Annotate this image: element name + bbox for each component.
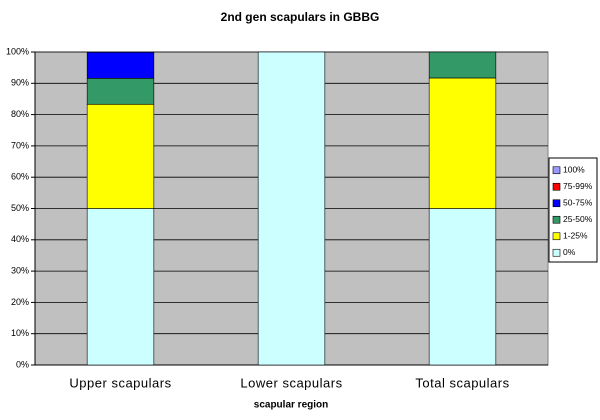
- y-tick-label: 30%: [11, 265, 29, 275]
- legend-box: [548, 157, 598, 263]
- bar-segment: [428, 208, 497, 366]
- y-tick-label: 10%: [11, 328, 29, 338]
- legend-label: 100%: [563, 165, 585, 175]
- legend-swatch: [552, 199, 561, 208]
- y-tick-label: 0%: [16, 359, 29, 369]
- x-tick-label: Lower scapulars: [240, 375, 342, 390]
- legend-label: 75-99%: [563, 181, 593, 191]
- bar-segment: [86, 103, 155, 209]
- bar-segment: [257, 51, 326, 366]
- x-axis-title: scapular region: [254, 400, 328, 411]
- y-tick-label: 100%: [6, 46, 29, 56]
- bar-segment: [428, 77, 497, 209]
- x-tick-label: Upper scapulars: [69, 375, 171, 390]
- y-tick-label: 40%: [11, 234, 29, 244]
- bar-segment: [86, 208, 155, 366]
- legend-swatch: [552, 166, 561, 175]
- bar-segment: [86, 77, 155, 105]
- y-tick-label: 70%: [11, 140, 29, 150]
- bar-segment: [428, 51, 497, 79]
- legend-label: 25-50%: [563, 214, 593, 224]
- y-tick-label: 80%: [11, 109, 29, 119]
- x-tick-label: Total scapulars: [415, 375, 509, 390]
- chart-title: 2nd gen scapulars in GBBG: [221, 10, 380, 24]
- y-tick-label: 20%: [11, 297, 29, 307]
- legend-label: 1-25%: [563, 231, 588, 241]
- legend-swatch: [552, 248, 561, 257]
- y-tick-label: 50%: [11, 203, 29, 213]
- y-tick-label: 60%: [11, 172, 29, 182]
- legend-swatch: [552, 182, 561, 191]
- legend-label: 0%: [563, 247, 576, 257]
- legend-label: 50-75%: [563, 198, 593, 208]
- bar-segment: [86, 52, 155, 79]
- y-tick-label: 90%: [11, 78, 29, 88]
- legend-swatch: [552, 232, 561, 241]
- legend-swatch: [552, 215, 561, 224]
